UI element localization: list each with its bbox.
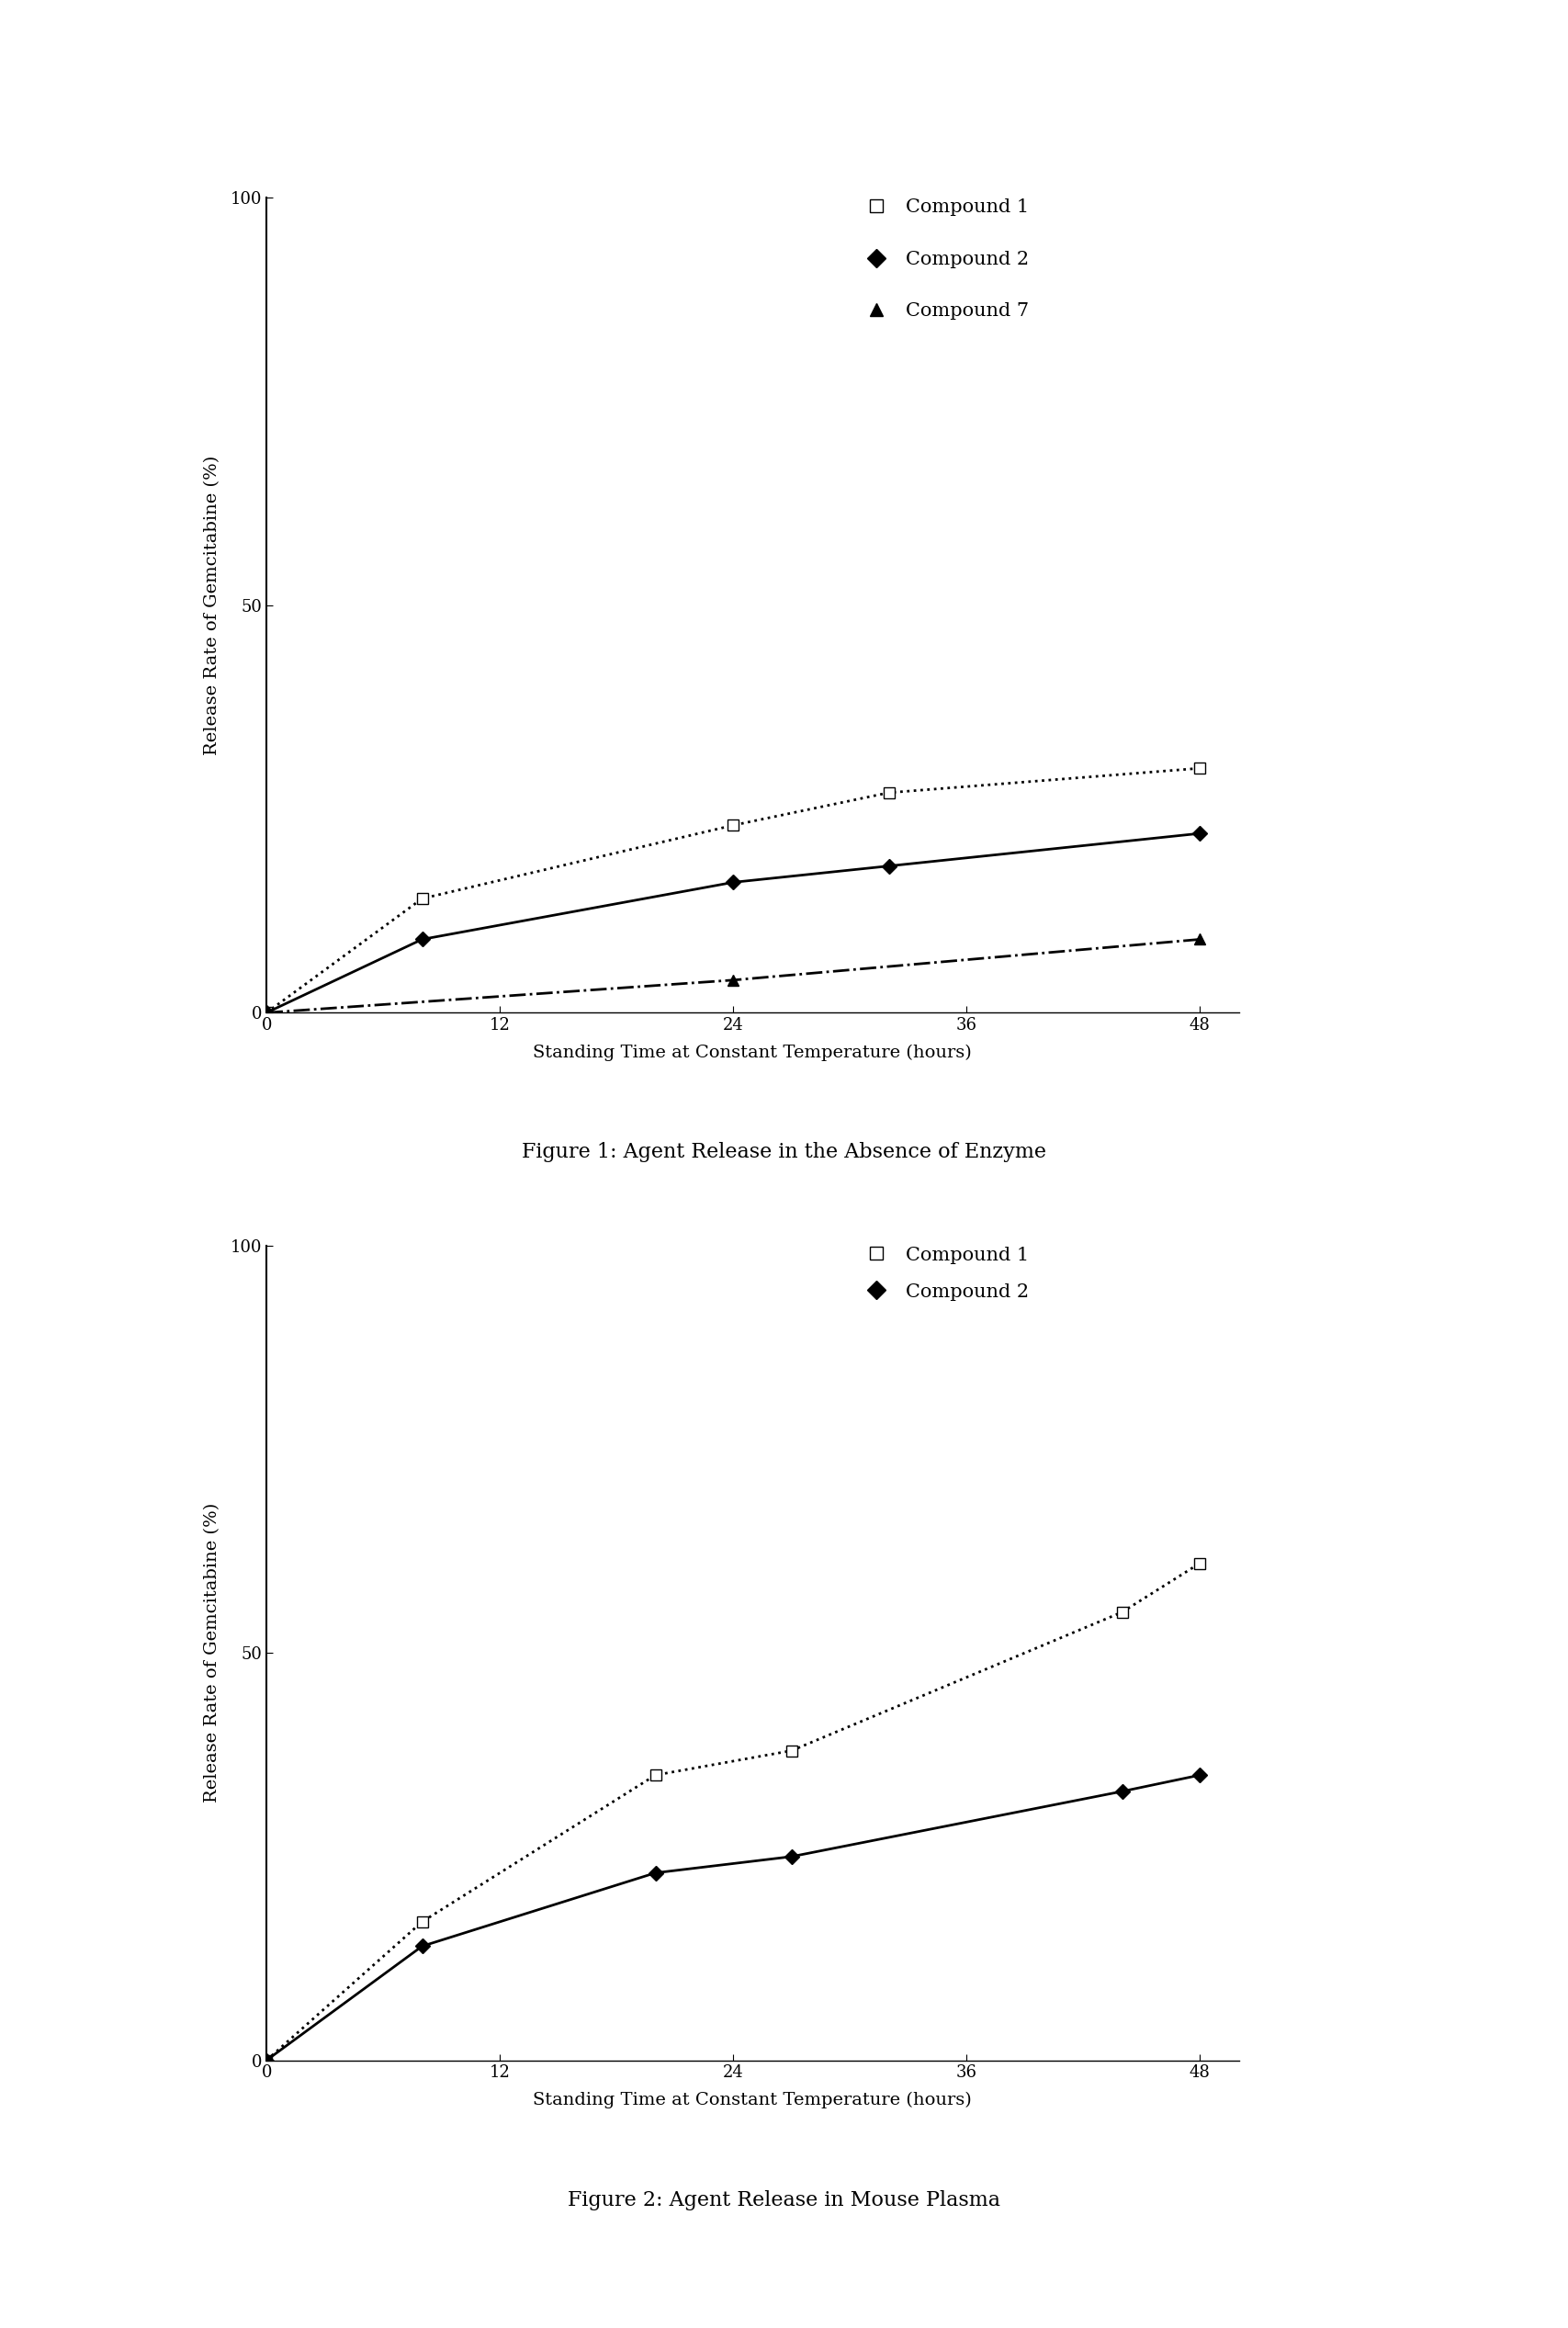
- Legend: Compound 1, Compound 2, Compound 7: Compound 1, Compound 2, Compound 7: [859, 191, 1036, 328]
- Legend: Compound 1, Compound 2: Compound 1, Compound 2: [859, 1238, 1036, 1308]
- Y-axis label: Release Rate of Gemcitabine (%): Release Rate of Gemcitabine (%): [204, 1504, 220, 1802]
- Y-axis label: Release Rate of Gemcitabine (%): Release Rate of Gemcitabine (%): [204, 456, 220, 754]
- X-axis label: Standing Time at Constant Temperature (hours): Standing Time at Constant Temperature (h…: [533, 1043, 972, 1062]
- X-axis label: Standing Time at Constant Temperature (hours): Standing Time at Constant Temperature (h…: [533, 2091, 972, 2109]
- Text: Figure 2: Agent Release in Mouse Plasma: Figure 2: Agent Release in Mouse Plasma: [568, 2191, 1000, 2209]
- Text: Figure 1: Agent Release in the Absence of Enzyme: Figure 1: Agent Release in the Absence o…: [522, 1143, 1046, 1162]
